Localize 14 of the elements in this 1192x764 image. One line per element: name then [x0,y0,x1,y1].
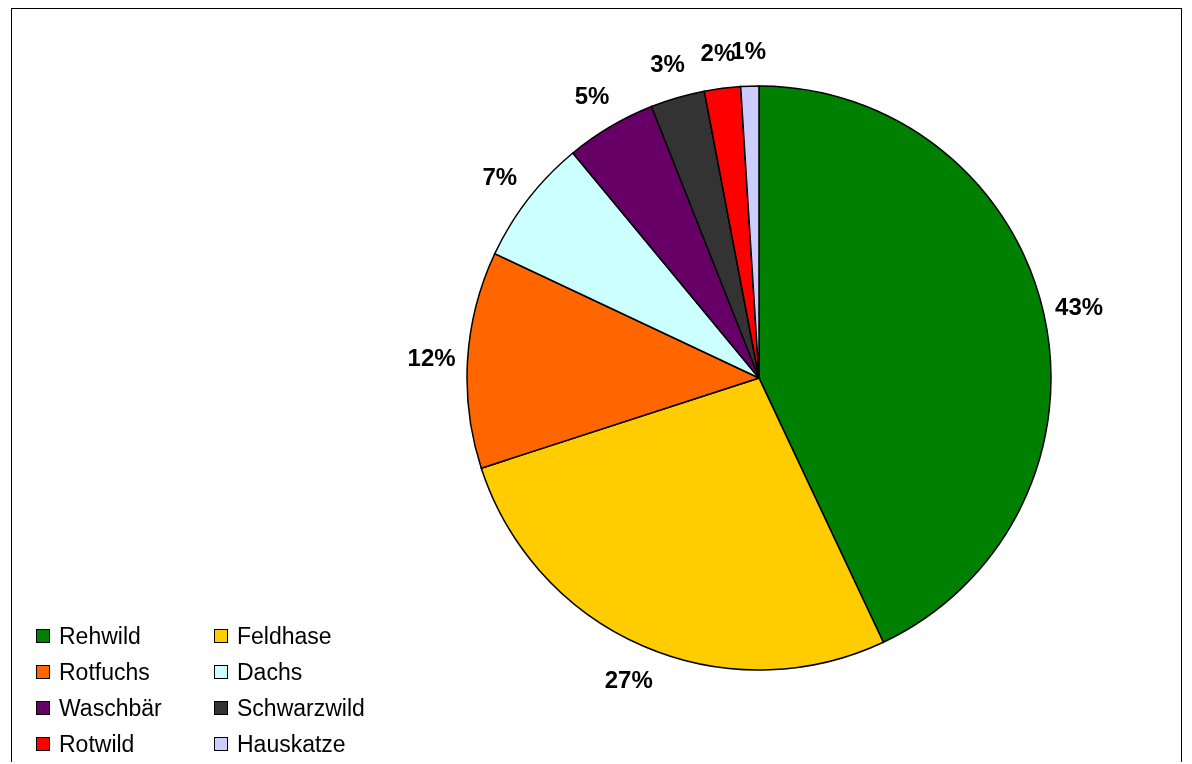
legend-label: Schwarzwild [237,694,365,722]
legend-label: Dachs [237,658,303,686]
data-label: 43% [1055,292,1104,320]
data-label: 5% [574,82,610,110]
data-label: 3% [650,49,685,77]
legend-label: Rotwild [59,730,135,758]
legend-label: Feldhase [237,622,332,650]
legend-label: Waschbär [59,694,162,722]
data-label: 7% [482,163,518,191]
legend-label: Rehwild [59,622,141,650]
legend-label: Hauskatze [237,730,346,758]
data-label: 12% [407,343,456,371]
data-label: 27% [604,665,653,693]
legend-label: Rotfuchs [59,658,150,686]
